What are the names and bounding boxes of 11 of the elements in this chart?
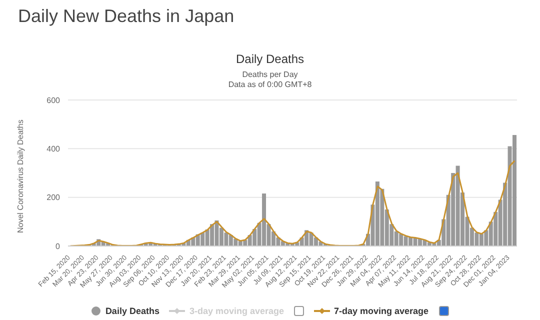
y-tick-label: 0 xyxy=(56,242,61,251)
y-tick-label: 600 xyxy=(46,96,61,105)
chart-subtitle: Deaths per Day xyxy=(241,70,299,79)
y-tick-label: 400 xyxy=(46,144,61,154)
y-axis-title: Novel Coronavirus Daily Deaths xyxy=(16,120,25,233)
text: Data as of 0:00 GMT+8 xyxy=(227,80,313,89)
text: Daily New Deaths in Japan xyxy=(18,6,234,27)
legend-label: 7-day moving average xyxy=(334,306,429,316)
legend-label: Daily Deaths xyxy=(105,306,160,316)
chart-title: Daily Deaths xyxy=(234,52,306,66)
y-tick-label: 200 xyxy=(46,193,61,202)
